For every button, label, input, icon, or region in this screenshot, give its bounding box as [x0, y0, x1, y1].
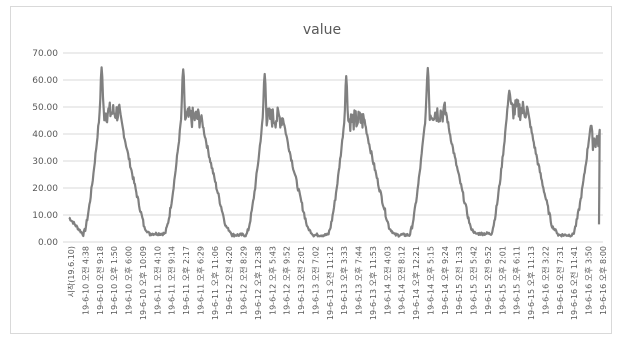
- x-tick-label: 19-6-14 오후 12:21: [412, 246, 421, 320]
- x-tick-label: 19-6-14 오후 5:15: [426, 246, 435, 315]
- y-tick-label: 70.00: [32, 49, 58, 59]
- x-tick-label: 19-6-11 오후 11:06: [211, 246, 220, 320]
- x-tick-label: 19-6-15 오후 2:01: [498, 246, 507, 315]
- x-tick-label: 19-6-10 오후 6:00: [125, 246, 134, 315]
- x-tick-label: 19-6-16 오후 8:00: [599, 246, 608, 315]
- x-tick-label: 19-6-11 오전 9:14: [167, 246, 177, 315]
- x-tick-label: 19-6-11 오전 4:10: [152, 246, 162, 315]
- x-tick-label: 19-6-14 오전 4:03: [382, 246, 392, 315]
- x-tick-label: 19-6-10 오전 4:38: [80, 246, 90, 315]
- x-tick-label: 19-6-12 오후 9:52: [283, 246, 292, 315]
- y-tick-label: 60.00: [32, 76, 58, 86]
- x-tick-label: 19-6-13 오후 11:53: [369, 246, 378, 320]
- x-tick-label: 19-6-10 오전 9:18: [95, 246, 105, 315]
- x-tick-label: 19-6-13 오전 2:01: [296, 246, 306, 315]
- x-tick-label: 19-6-14 오전 8:12: [397, 246, 407, 315]
- y-tick-label: 0.00: [38, 238, 58, 248]
- x-tick-label: 19-6-15 오후 6:11: [513, 246, 522, 315]
- x-tick-label: 19-6-16 오전 3:22: [540, 246, 550, 315]
- x-tick-label: 시작(19.6.10): [66, 246, 76, 298]
- series-line: [68, 66, 601, 238]
- x-tick-label: 19-6-15 오전 9:52: [483, 246, 493, 315]
- x-tick-label: 19-6-13 오후 3:33: [340, 246, 349, 315]
- x-axis: 시작(19.6.10) 19-6-10 오전 4:38 19-6-10 오전 9:1…: [66, 246, 608, 320]
- x-tick-label: 19-6-16 오전 11:41: [569, 246, 579, 320]
- x-tick-label: 19-6-13 오전 11:12: [325, 246, 335, 320]
- chart-frame: value 0.00 10.00 20.00 30.00 40.00 50.00 60.00…: [10, 6, 612, 334]
- x-tick-label: 19-6-12 오전 4:20: [224, 246, 234, 315]
- chart-title: value: [303, 22, 341, 38]
- y-tick-label: 20.00: [32, 184, 58, 194]
- x-tick-label: 19-6-15 오전 1:33: [454, 246, 464, 315]
- x-tick-label: 19-6-15 오전 5:42: [469, 246, 479, 315]
- x-tick-label: 19-6-12 오후 5:43: [268, 246, 277, 315]
- x-tick-label: 19-6-11 오후 6:29: [196, 246, 205, 315]
- x-tick-label: 19-6-13 오후 7:44: [355, 246, 364, 315]
- gridlines: [63, 52, 603, 243]
- x-tick-label: 19-6-10 오후 10:09: [139, 246, 148, 320]
- x-tick-label: 19-6-12 오전 8:29: [239, 246, 249, 315]
- x-tick-label: 19-6-11 오후 2:17: [182, 246, 191, 315]
- y-tick-label: 30.00: [32, 157, 58, 167]
- x-tick-label: 19-6-10 오후 1:50: [110, 246, 119, 315]
- x-tick-label: 19-6-13 오전 7:02: [310, 246, 320, 315]
- series-group: [68, 66, 601, 238]
- y-tick-label: 40.00: [32, 130, 58, 140]
- y-tick-label: 50.00: [32, 103, 58, 113]
- x-tick-label: 19-6-12 오후 12:38: [254, 246, 263, 320]
- x-tick-label: 19-6-16 오전 7:31: [555, 246, 565, 315]
- y-axis: 0.00 10.00 20.00 30.00 40.00 50.00 60.00 70.00: [32, 49, 58, 248]
- x-tick-label: 19-6-15 오후 11:13: [527, 246, 536, 320]
- line-chart: value 0.00 10.00 20.00 30.00 40.00 50.00 60.00…: [32, 22, 608, 320]
- x-tick-label: 19-6-16 오후 3:50: [585, 246, 594, 315]
- y-tick-label: 10.00: [32, 211, 58, 221]
- x-tick-label: 19-6-14 오후 9:24: [441, 246, 450, 315]
